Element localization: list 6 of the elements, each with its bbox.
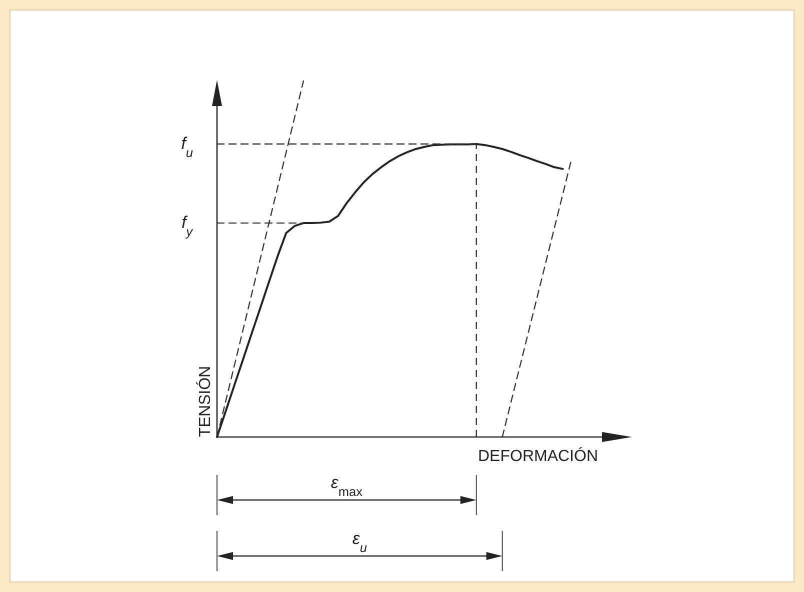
series-label: f$_{y}$ — [181, 213, 194, 239]
series-label: f$_{u}$ — [181, 134, 193, 160]
text: ε$_{u}$ — [352, 529, 367, 554]
y-axis-title: TENSIÓN — [196, 366, 214, 437]
text: ε$_{max}$ — [330, 473, 364, 498]
x-axis-title: DEFORMACIÓN — [478, 447, 598, 465]
